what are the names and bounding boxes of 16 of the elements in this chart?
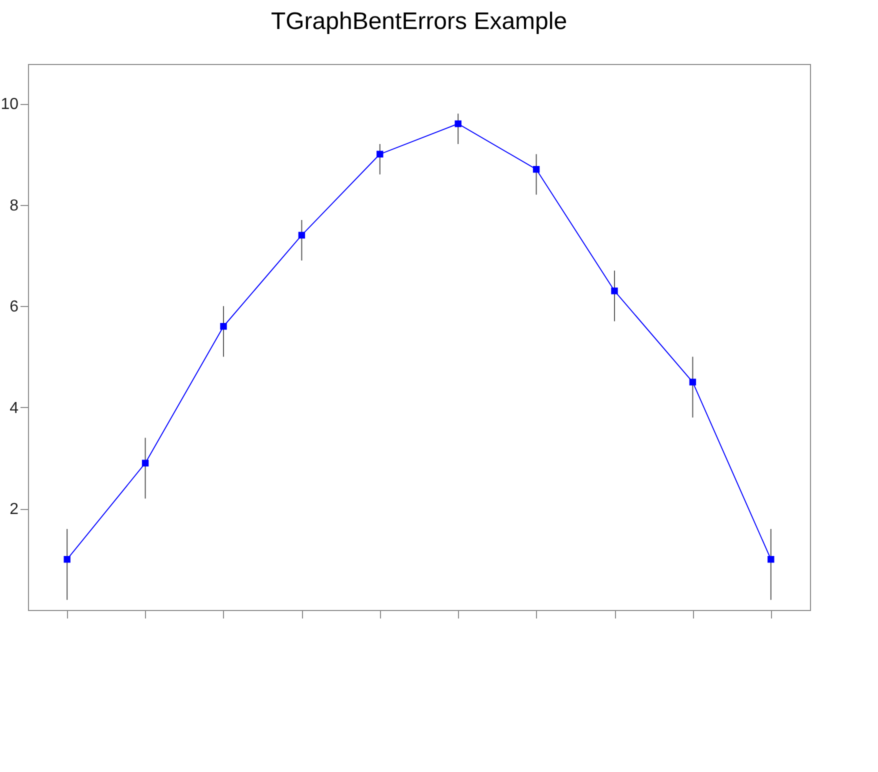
point <box>64 556 70 563</box>
point <box>142 460 149 466</box>
point <box>220 323 227 330</box>
point <box>689 378 696 386</box>
y-tick-label: 8 <box>10 197 19 214</box>
point <box>376 150 384 158</box>
y-tick-label: 10 <box>0 96 19 114</box>
y-tick-label: 6 <box>10 298 19 316</box>
y-tick-label: 2 <box>10 501 19 518</box>
point <box>454 120 462 128</box>
point <box>532 166 540 173</box>
y-tick-label: 4 <box>10 400 19 417</box>
point <box>298 232 306 239</box>
point <box>768 556 774 563</box>
chart-title: TGraphBentErrors Example <box>270 8 568 35</box>
point <box>611 288 618 294</box>
